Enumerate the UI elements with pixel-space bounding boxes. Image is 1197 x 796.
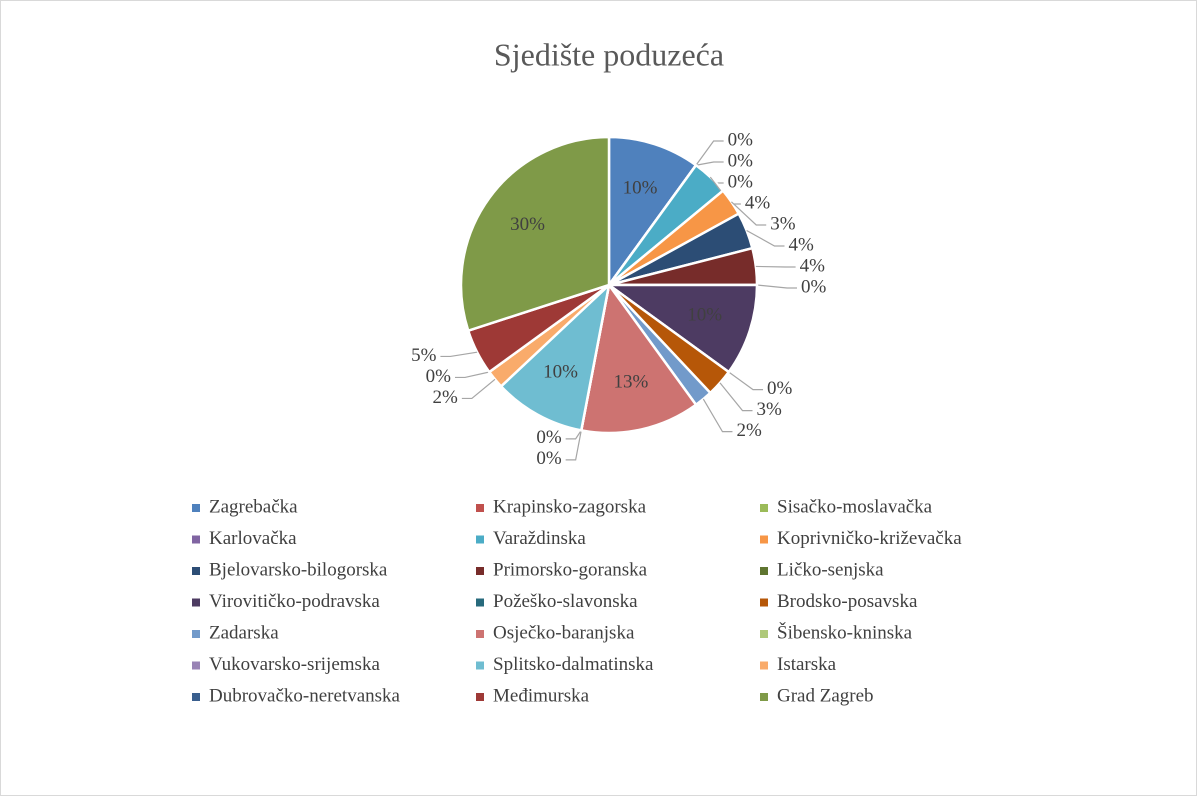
leader-line (755, 265, 796, 268)
data-label: 30% (510, 214, 545, 235)
legend-label: Šibensko-kninska (777, 621, 913, 643)
data-label: 0% (728, 129, 754, 150)
data-label: 3% (757, 399, 783, 420)
data-label: 10% (543, 362, 578, 383)
leader-line (695, 161, 724, 166)
legend-label: Ličko-senjska (777, 559, 884, 580)
legend-swatch (760, 535, 768, 544)
legend-swatch (192, 598, 200, 607)
legend-label: Požeško-slavonska (493, 591, 638, 612)
leader-line (440, 351, 478, 358)
data-label: 4% (789, 234, 815, 255)
legend-swatch (476, 630, 484, 638)
leader-line (695, 140, 724, 166)
legend-label: Varaždinska (493, 528, 586, 549)
legend-swatch (760, 693, 768, 701)
legend-label: Dubrovačko-neretvanska (209, 685, 401, 706)
data-label: 4% (800, 255, 826, 276)
leader-line (454, 371, 490, 379)
leader-line (702, 398, 733, 433)
leader-line (728, 371, 764, 391)
leader-line (565, 430, 582, 440)
legend-swatch (760, 661, 768, 670)
legend-swatch (192, 567, 200, 575)
pie-slice (607, 135, 698, 289)
data-label: 2% (736, 420, 762, 441)
data-label: 0% (801, 276, 827, 297)
legend-label: Koprivničko-križevačka (777, 528, 962, 549)
chart-title: Sjedište poduzeća (494, 36, 724, 72)
legend-label: Grad Zagreb (777, 685, 874, 706)
data-label: 10% (623, 178, 658, 199)
legend-swatch (476, 693, 484, 701)
legend-swatch (192, 661, 200, 670)
data-label: 0% (728, 150, 754, 171)
leader-line (461, 378, 496, 400)
legend-label: Krapinsko-zagorska (493, 496, 647, 517)
legend-label: Zadarska (209, 622, 279, 643)
legend-swatch (476, 598, 484, 607)
pie-slice (579, 281, 698, 435)
legend-swatch (192, 535, 200, 544)
legend-label: Brodsko-posavska (777, 591, 918, 612)
data-label: 0% (728, 171, 754, 192)
legend-swatch (192, 630, 200, 638)
legend-label: Zagrebačka (209, 496, 298, 517)
data-label: 3% (770, 213, 796, 234)
data-label: 0% (536, 427, 562, 448)
legend-label: Bjelovarsko-bilogorska (209, 559, 388, 580)
pie-slice (459, 135, 611, 333)
legend-label: Osječko-baranjska (493, 622, 635, 643)
pie-slice (499, 281, 611, 432)
data-label: 10% (687, 304, 722, 325)
data-label: 5% (411, 345, 437, 366)
leader-line (730, 201, 767, 226)
data-label: 0% (536, 448, 562, 469)
legend-swatch (760, 504, 768, 512)
leader-line (565, 430, 582, 461)
data-label: 0% (767, 378, 793, 399)
data-label: 13% (614, 372, 649, 393)
leader-line (746, 229, 785, 247)
legend-label: Sisačko-moslavačka (777, 496, 933, 517)
legend-swatch (192, 693, 200, 701)
legend-label: Primorsko-goranska (493, 559, 648, 580)
legend-swatch (760, 630, 768, 638)
legend-swatch (192, 504, 200, 512)
legend-label: Virovitičko-podravska (209, 591, 380, 612)
legend-swatch (476, 567, 484, 575)
legend-label: Vukovarsko-srijemska (209, 654, 380, 675)
data-label: 0% (426, 366, 452, 387)
data-label: 4% (745, 192, 771, 213)
legend-label: Splitsko-dalmatinska (493, 654, 654, 675)
legend-swatch (476, 504, 484, 512)
legend-swatch (476, 535, 484, 544)
leader-line (719, 382, 753, 412)
pie-slice (605, 283, 759, 374)
legend-label: Karlovačka (209, 528, 297, 549)
legend-label: Istarska (777, 654, 837, 675)
legend-label: Međimurska (493, 685, 590, 706)
legend-swatch (760, 567, 768, 575)
data-label: 2% (433, 387, 459, 408)
legend-swatch (476, 661, 484, 670)
legend-swatch (760, 598, 768, 607)
leader-line (756, 284, 797, 289)
